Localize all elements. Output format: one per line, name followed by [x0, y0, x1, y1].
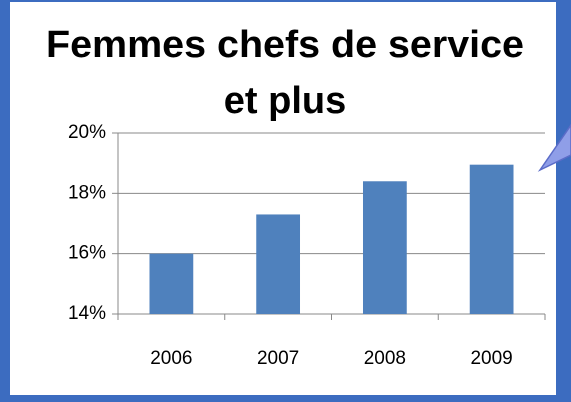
callout [537, 123, 571, 172]
y-tick-label: 18% [68, 182, 106, 203]
bar [469, 164, 514, 314]
x-tick-label: 2009 [470, 348, 512, 369]
x-tick-label: 2008 [364, 348, 406, 369]
x-tick-label: 2006 [150, 348, 192, 369]
chart-title: Femmes chefs de service [46, 24, 524, 66]
bar [256, 214, 301, 314]
bar [149, 253, 194, 314]
y-tick-label: 16% [68, 243, 106, 264]
y-tick-label: 14% [68, 303, 106, 324]
chart-title: et plus [224, 80, 346, 122]
y-tick-label: 20% [68, 122, 106, 143]
panel [10, 2, 556, 395]
bar [362, 181, 407, 314]
x-tick-label: 2007 [257, 348, 299, 369]
